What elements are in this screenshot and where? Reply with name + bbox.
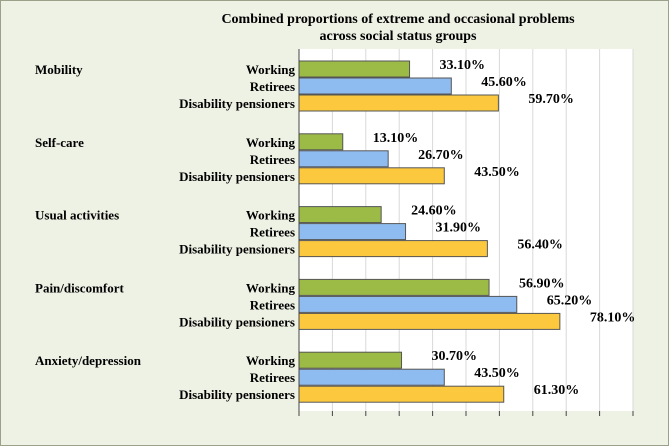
value-label: 65.20% — [547, 293, 593, 308]
series-label: Working — [246, 353, 296, 368]
bar — [298, 240, 488, 258]
series-label: Disability pensioners — [179, 387, 295, 402]
bar — [298, 133, 344, 151]
value-label: 78.10% — [590, 310, 636, 325]
group-label: Pain/discomfort — [35, 280, 124, 295]
series-label: Working — [246, 135, 296, 150]
bar — [298, 368, 445, 386]
series-label: Working — [246, 62, 296, 77]
series-label: Retirees — [250, 79, 295, 94]
axis-ticks — [298, 411, 634, 416]
series-label: Retirees — [250, 297, 295, 312]
value-label: 61.30% — [534, 383, 580, 398]
value-label: 56.40% — [517, 238, 563, 253]
bar — [298, 223, 407, 241]
group-label: Self-care — [35, 135, 84, 150]
value-label: 13.10% — [373, 131, 419, 146]
bar — [298, 94, 499, 112]
series-label: Disability pensioners — [179, 242, 295, 257]
value-label: 26.70% — [418, 148, 464, 163]
value-label: 45.60% — [481, 75, 526, 90]
series-label: Disability pensioners — [179, 169, 295, 184]
bar — [298, 167, 445, 185]
series-label: Retirees — [250, 370, 295, 385]
bar — [298, 351, 403, 369]
group-label: Usual activities — [35, 208, 119, 223]
chart-title-line-1: Combined proportions of extreme and occa… — [221, 12, 575, 27]
bar — [298, 60, 411, 78]
group-label: Anxiety/depression — [35, 353, 142, 368]
value-label: 31.90% — [436, 221, 482, 236]
chart-title-line-2: across social status groups — [319, 29, 477, 44]
value-label: 43.50% — [474, 165, 520, 180]
value-label: 56.90% — [519, 276, 565, 291]
value-label: 33.10% — [440, 58, 486, 73]
series-label: Working — [246, 280, 296, 295]
value-label: 43.50% — [474, 366, 520, 381]
bar — [298, 295, 518, 313]
group-label: Mobility — [35, 62, 83, 77]
value-label: 30.70% — [432, 349, 478, 364]
bar-marks — [298, 60, 561, 403]
series-label: Working — [246, 208, 296, 223]
bar — [298, 77, 452, 95]
bar — [298, 150, 389, 168]
chart-labels: Mobility Working 33.10% Retirees 45.60% Disab… — [35, 58, 635, 402]
value-label: 24.60% — [411, 204, 457, 219]
bar — [298, 385, 505, 403]
bar — [298, 278, 490, 296]
value-label: 59.70% — [528, 92, 574, 107]
bar — [298, 312, 561, 330]
series-label: Retirees — [250, 152, 295, 167]
series-label: Retirees — [250, 225, 295, 240]
series-label: Disability pensioners — [179, 96, 295, 111]
bar — [298, 206, 382, 224]
series-label: Disability pensioners — [179, 314, 295, 329]
